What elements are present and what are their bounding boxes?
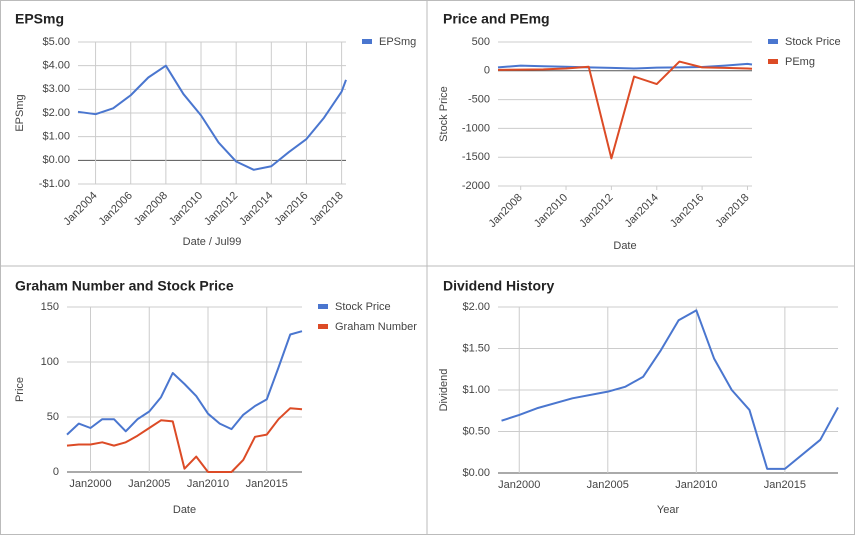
legend-label: Stock Price (785, 36, 841, 48)
x-tick-label: Jan2008 (132, 190, 170, 228)
x-axis-title: Year (657, 504, 680, 516)
series-line (497, 62, 753, 70)
legend-swatch (768, 59, 778, 64)
legend-swatch (362, 39, 372, 44)
x-axis-title: Date (613, 240, 636, 252)
y-tick-label: -500 (468, 94, 490, 106)
x-tick-label: Jan2010 (167, 190, 205, 228)
y-tick-label: 100 (41, 356, 59, 368)
series-line (501, 309, 839, 470)
x-axis-title: Date / Jul99 (183, 236, 242, 248)
y-tick-label: 50 (47, 411, 59, 423)
x-tick-label: Jan2005 (587, 479, 629, 491)
series-line (497, 60, 753, 160)
x-tick-label: Jan2012 (202, 190, 240, 228)
series-line (66, 407, 303, 473)
chart-title: Dividend History (443, 278, 554, 294)
y-tick-label: 0 (484, 65, 490, 77)
x-axis-title: Date (173, 504, 196, 516)
y-tick-label: -1500 (462, 151, 490, 163)
y-tick-label: 150 (41, 301, 59, 313)
legend-label: Graham Number (335, 321, 417, 333)
series-line (66, 330, 303, 436)
y-tick-label: -$1.00 (39, 178, 70, 190)
x-tick-label: Jan2005 (128, 478, 170, 490)
x-tick-label: Jan2015 (764, 479, 806, 491)
x-tick-label: Jan2018 (713, 192, 751, 230)
x-tick-label: Jan2016 (272, 190, 310, 228)
y-tick-label: $4.00 (42, 60, 70, 72)
x-tick-label: Jan2015 (246, 478, 288, 490)
chart-title: Graham Number and Stock Price (15, 278, 234, 294)
y-tick-label: 0 (53, 466, 59, 478)
y-tick-label: $5.00 (42, 36, 70, 48)
y-tick-label: -2000 (462, 180, 490, 192)
x-tick-label: Jan2012 (577, 192, 615, 230)
y-tick-label: -1000 (462, 122, 490, 134)
y-tick-label: $1.00 (42, 131, 70, 143)
x-tick-label: Jan2000 (69, 478, 111, 490)
legend-label: Stock Price (335, 301, 391, 313)
x-tick-label: Jan2004 (61, 190, 99, 228)
x-tick-label: Jan2018 (307, 190, 345, 228)
y-tick-label: $1.00 (462, 384, 490, 396)
x-tick-label: Jan2010 (532, 192, 570, 230)
y-axis-title: Stock Price (438, 86, 450, 142)
x-tick-label: Jan2008 (487, 192, 525, 230)
x-tick-label: Jan2006 (97, 190, 135, 228)
legend-label: PEmg (785, 56, 815, 68)
y-tick-label: $2.00 (462, 301, 490, 313)
y-tick-label: $0.50 (462, 425, 490, 437)
y-tick-label: $2.00 (42, 107, 70, 119)
y-axis-title: EPSmg (14, 94, 26, 131)
chart-title: EPSmg (15, 11, 64, 27)
y-axis-title: Price (14, 377, 26, 402)
legend-label: EPSmg (379, 36, 416, 48)
y-axis-title: Dividend (438, 369, 450, 412)
x-tick-label: Jan2010 (187, 478, 229, 490)
x-tick-label: Jan2014 (237, 190, 275, 228)
y-tick-label: $0.00 (42, 154, 70, 166)
y-tick-label: $0.00 (462, 467, 490, 479)
series-line (77, 64, 347, 171)
legend-swatch (318, 324, 328, 329)
x-tick-label: Jan2016 (668, 192, 706, 230)
legend-swatch (768, 39, 778, 44)
x-tick-label: Jan2014 (623, 192, 661, 230)
x-tick-label: Jan2000 (498, 479, 540, 491)
y-tick-label: $3.00 (42, 83, 70, 95)
y-tick-label: $1.50 (462, 342, 490, 354)
chart-title: Price and PEmg (443, 11, 550, 27)
legend-swatch (318, 304, 328, 309)
x-tick-label: Jan2010 (675, 479, 717, 491)
y-tick-label: 500 (472, 36, 490, 48)
